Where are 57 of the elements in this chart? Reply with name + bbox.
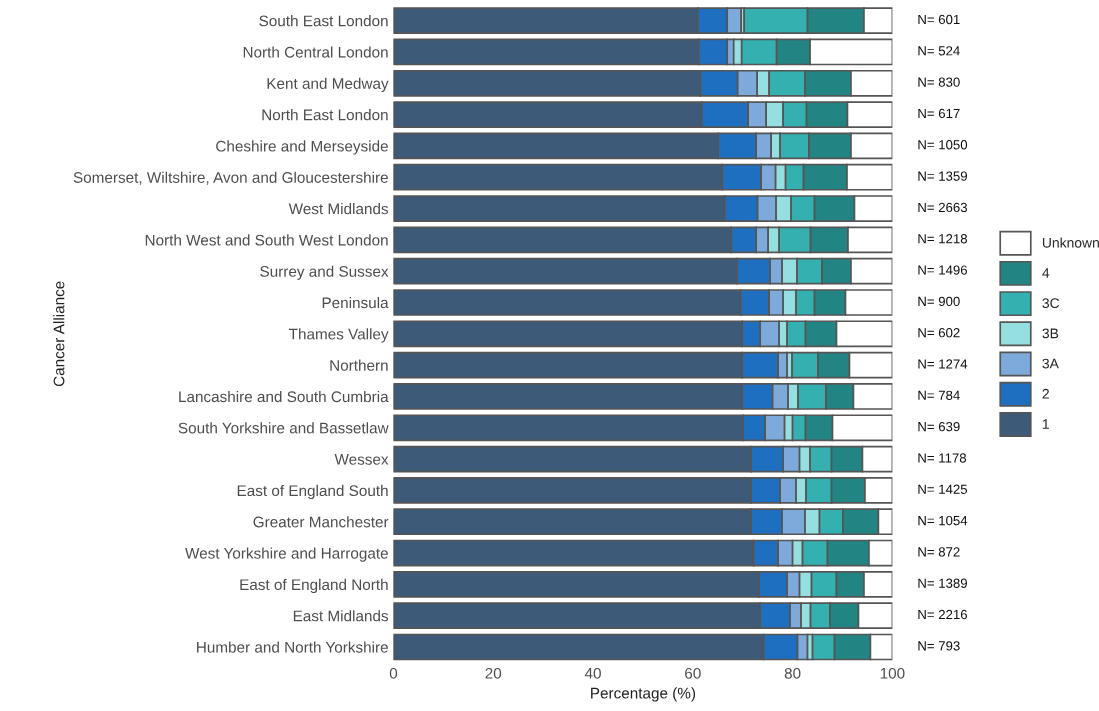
- text: N= 1274: [918, 359, 968, 369]
- text: N= 784: [918, 390, 960, 400]
- x-axis-title: Percentage (%): [591, 687, 696, 702]
- text: N= 830: [918, 77, 960, 87]
- text: N= 602: [918, 328, 960, 338]
- text: N= 601: [918, 14, 960, 25]
- text: N= 872: [918, 547, 960, 557]
- y-tick-label: North West and South West London: [145, 234, 388, 246]
- y-tick-label: East Midlands: [293, 610, 389, 622]
- legend-label: 3C: [1042, 298, 1060, 309]
- y-tick-label: Somerset, Wiltshire, Avon and Gloucestershire: [73, 171, 388, 185]
- text: N= 900: [918, 296, 960, 307]
- legend-label: Unknown: [1042, 237, 1099, 248]
- text: N= 617: [918, 108, 960, 119]
- y-tick-label: East of England South: [237, 484, 388, 500]
- x-tick-label: 40: [584, 667, 601, 679]
- legend-label: 1: [1042, 419, 1049, 429]
- y-tick-label: Peninsula: [322, 296, 389, 309]
- y-tick-label: Humber and North Yorkshire: [197, 641, 388, 653]
- y-tick-label: Kent and Medway: [267, 77, 389, 92]
- y-tick-label: Cheshire and Merseyside: [216, 140, 388, 155]
- y-tick-label: Surrey and Sussex: [260, 265, 389, 280]
- y-tick-label: North East London: [262, 109, 388, 121]
- y-tick-label: East of England North: [240, 578, 388, 594]
- legend-label: 3B: [1042, 328, 1059, 339]
- y-tick-label: South East London: [259, 15, 388, 27]
- x-tick-label: 20: [485, 667, 502, 679]
- text: N= 2663: [918, 202, 968, 213]
- x-tick-label: 80: [784, 667, 801, 679]
- text: N= 1389: [918, 578, 967, 588]
- y-tick-label: Greater Manchester: [253, 516, 389, 528]
- text: N= 1054: [918, 515, 968, 526]
- x-tick-label: 100: [880, 667, 905, 679]
- text: N= 1050: [918, 140, 968, 150]
- text: N= 524: [918, 46, 960, 56]
- text: N= 1218: [918, 234, 968, 244]
- text: N= 2216: [918, 609, 968, 620]
- text: N= 1496: [918, 265, 968, 275]
- y-tick-label: West Midlands: [288, 203, 389, 215]
- y-tick-label: North Central London: [243, 46, 388, 58]
- x-tick-label: 0: [389, 667, 398, 679]
- text: N= 1359: [918, 171, 967, 181]
- y-tick-label: Lancashire and South Cumbria: [179, 390, 389, 403]
- y-axis-title: Cancer Alliance: [53, 281, 65, 387]
- y-tick-label: Wessex: [334, 454, 389, 465]
- y-tick-label: Thames Valley: [289, 328, 389, 343]
- legend-label: 2: [1042, 388, 1049, 399]
- text: N= 793: [918, 641, 960, 651]
- legend-label: 3A: [1042, 358, 1059, 369]
- text: N= 639: [918, 421, 960, 432]
- y-tick-label: West Yorkshire and Harrogate: [185, 547, 388, 562]
- legend-label: 4: [1042, 268, 1050, 278]
- x-tick-label: 60: [685, 667, 701, 679]
- y-tick-label: South Yorkshire and Bassetlaw: [178, 422, 389, 434]
- text: N= 1178: [918, 453, 967, 463]
- y-tick-label: Northern: [330, 359, 388, 371]
- text: N= 1425: [918, 484, 968, 494]
